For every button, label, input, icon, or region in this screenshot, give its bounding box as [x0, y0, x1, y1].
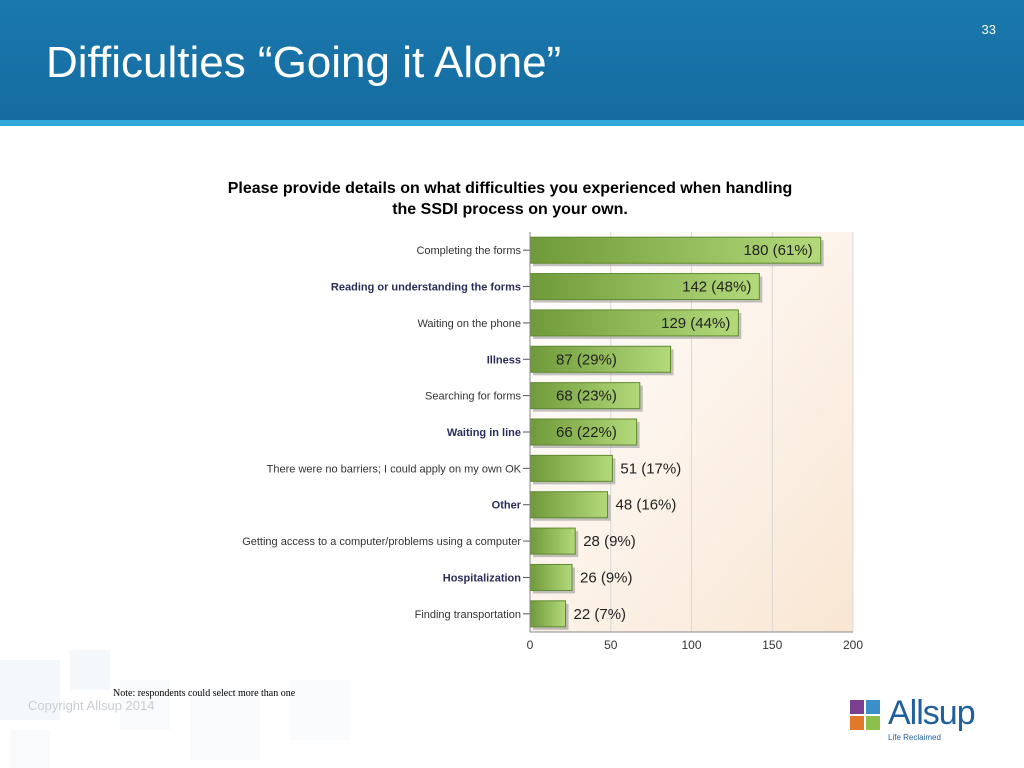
category-label: Reading or understanding the forms: [331, 282, 521, 294]
data-label: 28 (9%): [583, 533, 636, 550]
background-pattern: [0, 650, 350, 768]
logo-mark-icon: [850, 700, 880, 730]
header-stripe: [0, 120, 1024, 126]
slide-number: 33: [981, 22, 996, 37]
category-label: Hospitalization: [443, 572, 522, 584]
bar: [529, 563, 573, 591]
bar: [529, 527, 576, 555]
bar: [529, 236, 822, 264]
footnote: Note: respondents could select more than…: [113, 688, 296, 699]
data-label: 180 (61%): [743, 242, 812, 259]
category-label: Illness: [487, 354, 521, 366]
data-label: 142 (48%): [682, 279, 751, 296]
category-label: Waiting on the phone: [417, 318, 521, 330]
copyright-text: Copyright Allsup 2014: [28, 698, 155, 713]
data-label: 51 (17%): [620, 460, 681, 477]
category-label: Getting access to a computer/problems us…: [242, 536, 521, 548]
x-tick-label: 50: [604, 638, 618, 652]
bar: [529, 345, 672, 373]
data-label: 129 (44%): [661, 315, 730, 332]
x-tick-label: 200: [843, 638, 863, 652]
chart-title-line-1: Please provide details on what difficult…: [228, 180, 793, 197]
allsup-logo: Allsup Life Reclaimed: [848, 694, 998, 746]
bar: [529, 454, 613, 482]
category-label: Finding transportation: [415, 609, 521, 621]
data-label: 22 (7%): [574, 606, 627, 623]
data-label: 66 (22%): [556, 424, 617, 441]
logo-wordmark: Allsup: [888, 694, 976, 732]
x-tick-label: 100: [681, 638, 701, 652]
bar: [529, 382, 641, 410]
x-tick-label: 0: [527, 638, 534, 652]
logo-tagline: Life Reclaimed: [888, 733, 941, 742]
data-label: 87 (29%): [556, 351, 617, 368]
data-label: 68 (23%): [556, 388, 617, 405]
data-label: 48 (16%): [616, 497, 677, 514]
x-tick-label: 150: [762, 638, 782, 652]
category-label: Other: [492, 500, 522, 512]
bar: [529, 600, 567, 628]
bar: [529, 491, 609, 519]
category-label: Waiting in line: [447, 427, 521, 439]
bar: [529, 309, 739, 337]
slide-header: [0, 0, 1024, 120]
data-label: 26 (9%): [580, 569, 633, 586]
bar: [529, 418, 638, 446]
chart-title-line-2: the SSDI process on your own.: [392, 201, 628, 218]
category-label: Completing the forms: [416, 245, 521, 257]
category-label: Searching for forms: [425, 391, 521, 403]
bar: [529, 273, 760, 301]
slide-title: Difficulties “Going it Alone”: [46, 38, 562, 87]
category-label: There were no barriers; I could apply on…: [267, 463, 522, 475]
